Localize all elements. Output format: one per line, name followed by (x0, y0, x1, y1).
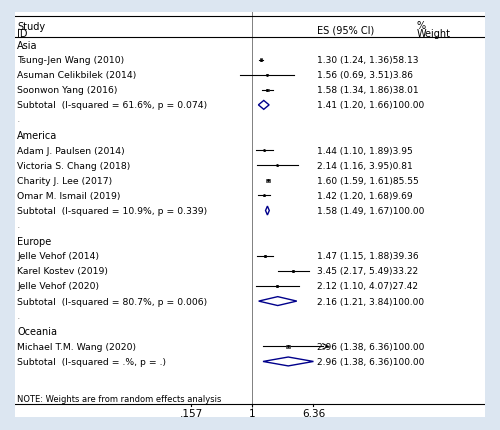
Bar (264, 255, 266, 258)
Text: NOTE: Weights are from random effects analysis: NOTE: Weights are from random effects an… (18, 393, 222, 402)
Text: Adam J. Paulsen (2014): Adam J. Paulsen (2014) (18, 146, 125, 155)
Text: Asia: Asia (18, 40, 38, 50)
Text: Tsung-Jen Wang (2010): Tsung-Jen Wang (2010) (18, 56, 124, 65)
Text: America: America (18, 131, 58, 141)
Text: Asuman Celikbilek (2014): Asuman Celikbilek (2014) (18, 71, 136, 80)
Bar (266, 179, 270, 183)
Bar (276, 285, 278, 287)
Text: 1.58 (1.49, 1.67)100.00: 1.58 (1.49, 1.67)100.00 (316, 206, 424, 215)
Text: 1.42 (1.20, 1.68)9.69: 1.42 (1.20, 1.68)9.69 (316, 191, 412, 200)
Text: 1.30 (1.24, 1.36)58.13: 1.30 (1.24, 1.36)58.13 (316, 56, 418, 65)
Text: .157: .157 (180, 408, 203, 418)
Text: Jelle Vehof (2020): Jelle Vehof (2020) (18, 282, 100, 291)
Text: Subtotal  (I-squared = 80.7%, p = 0.006): Subtotal (I-squared = 80.7%, p = 0.006) (18, 297, 208, 306)
Text: ES (95% CI): ES (95% CI) (316, 26, 374, 36)
Text: 6.36: 6.36 (302, 408, 325, 418)
Text: Subtotal  (I-squared = 61.6%, p = 0.074): Subtotal (I-squared = 61.6%, p = 0.074) (18, 101, 208, 110)
Text: Oceania: Oceania (18, 326, 58, 337)
Polygon shape (258, 297, 297, 306)
Text: 2.12 (1.10, 4.07)27.42: 2.12 (1.10, 4.07)27.42 (316, 282, 418, 291)
Bar (264, 150, 265, 151)
Text: 1.56 (0.69, 3.51)3.86: 1.56 (0.69, 3.51)3.86 (316, 71, 412, 80)
Text: .: . (18, 314, 19, 319)
Text: 2.14 (1.16, 3.95)0.81: 2.14 (1.16, 3.95)0.81 (316, 161, 412, 170)
Bar (266, 89, 268, 92)
Text: 1.47 (1.15, 1.88)39.36: 1.47 (1.15, 1.88)39.36 (316, 252, 418, 261)
Text: .: . (18, 118, 19, 123)
Text: .: . (18, 224, 19, 229)
Polygon shape (266, 206, 270, 215)
Text: 2.16 (1.21, 3.84)100.00: 2.16 (1.21, 3.84)100.00 (316, 297, 424, 306)
Text: 1.41 (1.20, 1.66)100.00: 1.41 (1.20, 1.66)100.00 (316, 101, 424, 110)
Text: Weight: Weight (417, 28, 451, 39)
Text: Soonwon Yang (2016): Soonwon Yang (2016) (18, 86, 117, 95)
Bar (286, 345, 290, 348)
Bar (292, 270, 294, 273)
Text: Karel Kostev (2019): Karel Kostev (2019) (18, 267, 108, 276)
Text: ID: ID (18, 29, 28, 39)
Text: Michael T.M. Wang (2020): Michael T.M. Wang (2020) (18, 342, 136, 351)
Text: Omar M. Ismail (2019): Omar M. Ismail (2019) (18, 191, 120, 200)
Text: Jelle Vehof (2014): Jelle Vehof (2014) (18, 252, 100, 261)
Text: 2.96 (1.38, 6.36)100.00: 2.96 (1.38, 6.36)100.00 (316, 342, 424, 351)
Text: Europe: Europe (18, 236, 51, 246)
Polygon shape (258, 101, 269, 110)
Polygon shape (263, 357, 314, 366)
Text: 1.60 (1.59, 1.61)85.55: 1.60 (1.59, 1.61)85.55 (316, 176, 418, 185)
Text: 2.96 (1.38, 6.36)100.00: 2.96 (1.38, 6.36)100.00 (316, 357, 424, 366)
Text: Study: Study (18, 22, 46, 32)
Text: 1.44 (1.10, 1.89)3.95: 1.44 (1.10, 1.89)3.95 (316, 146, 412, 155)
Text: Subtotal  (I-squared = 10.9%, p = 0.339): Subtotal (I-squared = 10.9%, p = 0.339) (18, 206, 208, 215)
Text: 1.58 (1.34, 1.86)38.01: 1.58 (1.34, 1.86)38.01 (316, 86, 418, 95)
Bar (266, 75, 268, 76)
Text: %: % (417, 21, 426, 31)
Text: Victoria S. Chang (2018): Victoria S. Chang (2018) (18, 161, 130, 170)
Text: 3.45 (2.17, 5.49)33.22: 3.45 (2.17, 5.49)33.22 (316, 267, 418, 276)
Bar (260, 59, 262, 62)
Text: Charity J. Lee (2017): Charity J. Lee (2017) (18, 176, 112, 185)
Text: 1: 1 (249, 408, 256, 418)
Text: Subtotal  (I-squared = .%, p = .): Subtotal (I-squared = .%, p = .) (18, 357, 167, 366)
Bar (263, 195, 264, 197)
